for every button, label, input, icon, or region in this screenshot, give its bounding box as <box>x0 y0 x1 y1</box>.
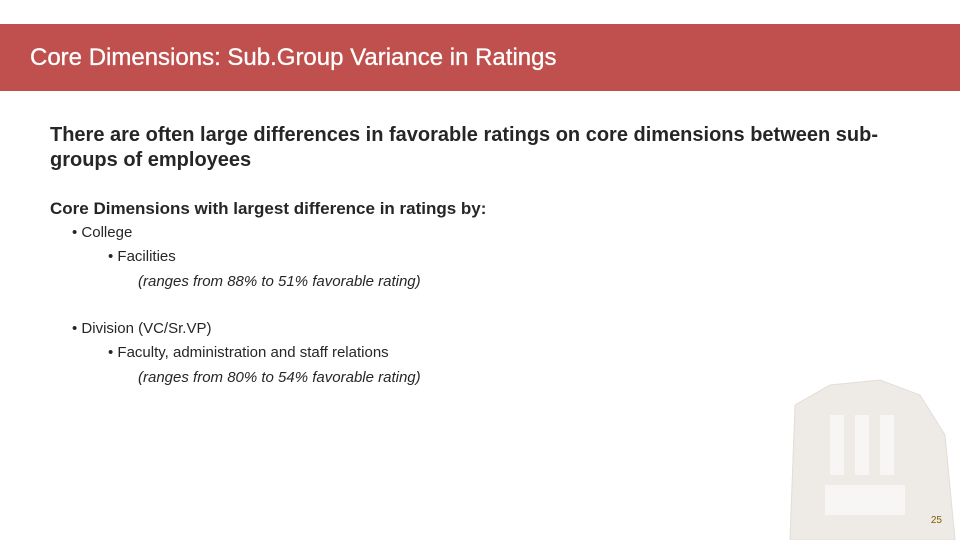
subheading: Core Dimensions with largest difference … <box>50 199 487 218</box>
page-number: 25 <box>930 515 942 526</box>
group-note: (ranges from 88% to 51% favorable rating… <box>138 273 421 290</box>
group-note: (ranges from 80% to 54% favorable rating… <box>138 369 421 386</box>
slide-title: Core Dimensions: Sub.Group Variance in R… <box>30 44 557 71</box>
group-label: • Division (VC/Sr.VP) <box>72 320 212 337</box>
group-label: • College <box>72 224 133 241</box>
header-bar: Core Dimensions: Sub.Group Variance in R… <box>0 24 960 91</box>
background-tower <box>789 379 956 540</box>
lead-text: There are often large differences in fav… <box>50 124 878 171</box>
group-item: • Faculty, administration and staff rela… <box>108 344 389 361</box>
group-item: • Facilities <box>108 248 176 265</box>
